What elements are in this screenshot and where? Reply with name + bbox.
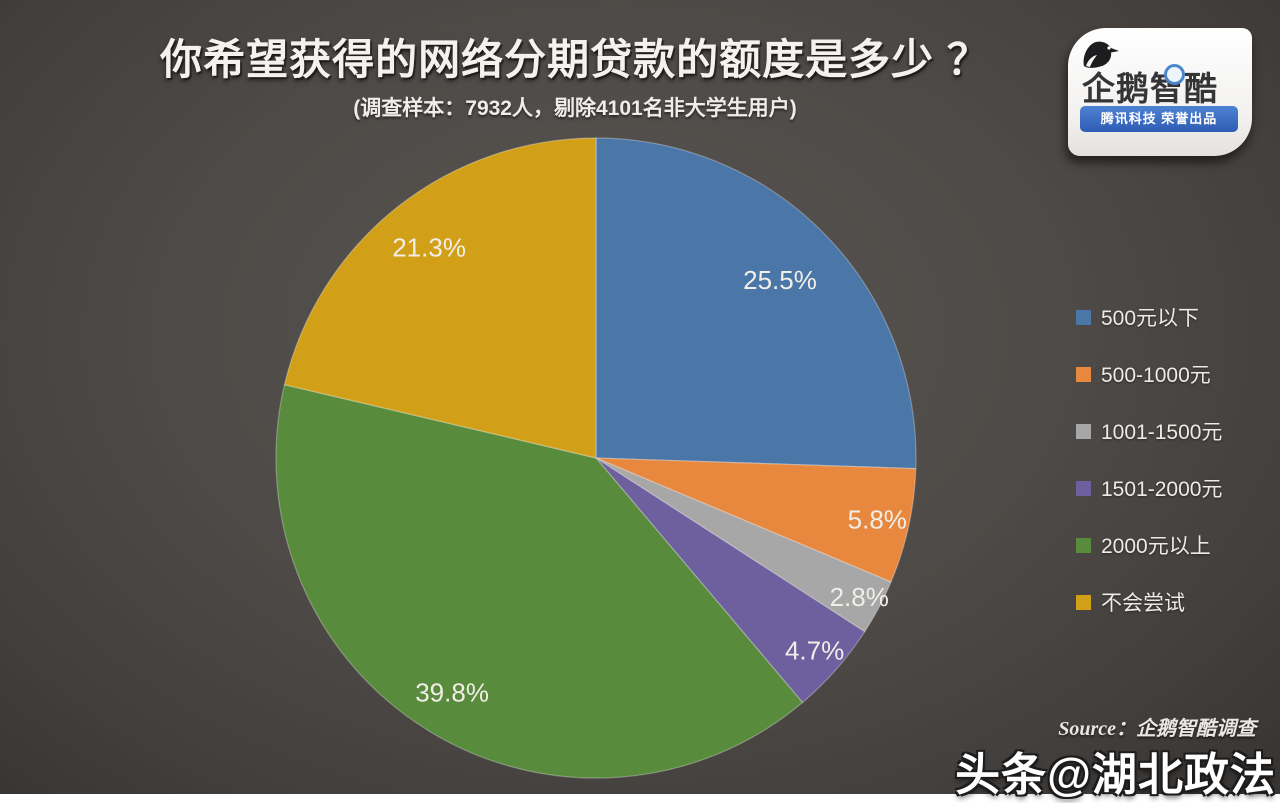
legend-label: 1001-1500元 — [1101, 421, 1223, 444]
legend-swatch-icon — [1076, 480, 1091, 496]
pie-slice-4 — [275, 383, 804, 779]
pie-value-label-2: 2.8% — [830, 582, 889, 612]
pie-value-label-3: 4.7% — [785, 635, 844, 665]
logo-brand-text: 企鹅智酷 — [1082, 70, 1218, 107]
legend-label: 500元以下 — [1101, 307, 1200, 330]
legend-swatch-icon — [1076, 309, 1091, 325]
pie-value-label-0: 25.5% — [743, 265, 817, 295]
pie-slice-0 — [595, 137, 917, 470]
logo-tagline-banner: 腾讯科技 荣誉出品 — [1080, 106, 1238, 132]
legend-label: 不会尝试 — [1101, 592, 1185, 615]
legend-item-4: 2000元以上 — [1076, 530, 1222, 560]
legend: 500元以下 500-1000元 1001-1500元 1501-2000元 2000元… — [1076, 302, 1222, 617]
page-subtitle: (调查样本：7932人，剔除4101名非大学生用户) — [353, 97, 797, 120]
legend-item-2: 1001-1500元 — [1076, 416, 1222, 446]
pie-chart-svg: 25.5% 5.8% 2.8% 4.7% 39.8% 21.3% — [275, 137, 917, 779]
pie-slice-3 — [595, 457, 866, 704]
pie-chart: 25.5% 5.8% 2.8% 4.7% 39.8% 21.3% — [266, 128, 926, 788]
legend-item-5: 不会尝试 — [1076, 587, 1222, 617]
watermark: 头条@湖北政法 — [955, 749, 1276, 800]
legend-item-0: 500元以下 — [1076, 302, 1222, 332]
source-credit: Source：企鹅智酷调查 — [1058, 718, 1256, 740]
legend-label: 500-1000元 — [1101, 364, 1211, 387]
legend-swatch-icon — [1076, 537, 1091, 553]
pie-value-label-1: 5.8% — [848, 505, 907, 535]
pie-value-label-4: 39.8% — [415, 678, 489, 708]
legend-label: 1501-2000元 — [1101, 478, 1223, 501]
logo-blue-dot — [1164, 64, 1185, 85]
legend-swatch-icon — [1076, 594, 1091, 610]
pie-slice-1 — [595, 457, 917, 583]
legend-label: 2000元以上 — [1101, 535, 1211, 558]
legend-item-1: 500-1000元 — [1076, 359, 1222, 389]
pie-slice-5 — [283, 137, 597, 459]
legend-item-3: 1501-2000元 — [1076, 473, 1222, 503]
pie-value-label-5: 21.3% — [392, 232, 466, 262]
legend-swatch-icon — [1076, 423, 1091, 439]
penguin-icon — [1083, 41, 1119, 68]
page-title: 你希望获得的网络分期贷款的额度是多少 ？ — [160, 36, 990, 83]
penguin-intelligence-logo: 企鹅智酷 腾讯科技 荣誉出品 — [1068, 28, 1252, 156]
legend-swatch-icon — [1076, 366, 1091, 382]
pie-slice-2 — [595, 457, 892, 633]
